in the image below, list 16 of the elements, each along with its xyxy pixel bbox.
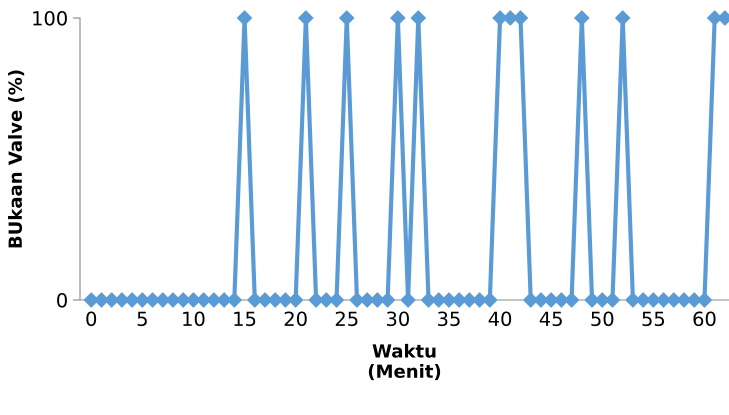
x-tick-label: 55 [642, 312, 664, 326]
x-tick-label: 15 [234, 312, 256, 326]
x-tick-label: 20 [284, 311, 307, 326]
x-tick-label: 40 [488, 311, 512, 326]
x-tick-label: 5 [138, 312, 147, 326]
x-tick-label: 50 [591, 311, 614, 326]
x-tick-label: 0 [86, 311, 96, 326]
y-axis-title: BUkaan Valve (%) [8, 70, 24, 248]
y-tick-label: 100 [33, 10, 67, 26]
x-tick-label: 10 [183, 311, 205, 326]
x-tick-label: 35 [438, 311, 460, 326]
x-tick-label: 30 [386, 311, 409, 326]
x-tick-label: 45 [540, 312, 562, 326]
x-tick-label: 25 [336, 311, 358, 326]
x-axis-title: Waktu (Menit) [368, 344, 440, 380]
x-tick-label: 60 [693, 311, 716, 326]
